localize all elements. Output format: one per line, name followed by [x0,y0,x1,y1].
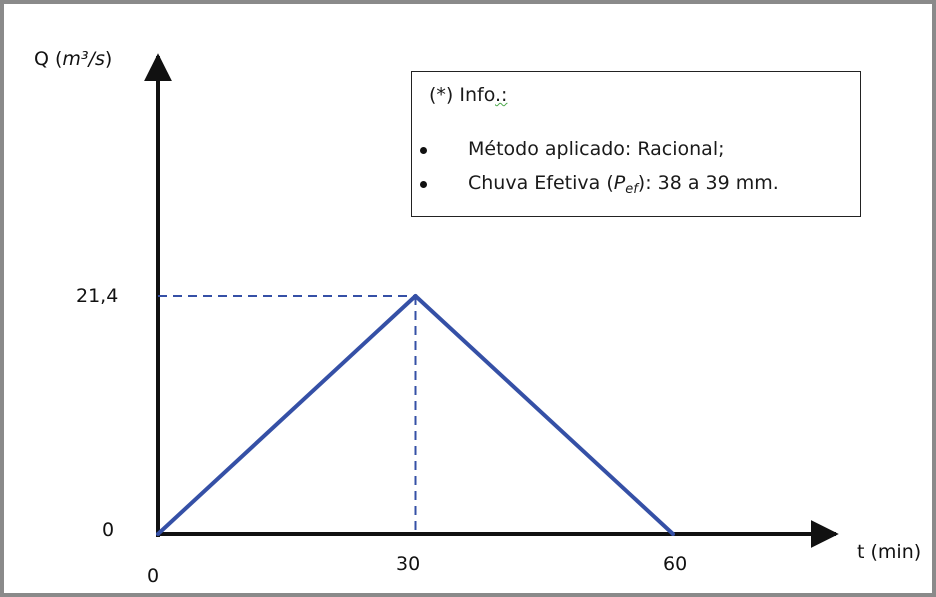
info-title: (*) Info.: [429,84,508,106]
hydrograph-chart [144,53,839,548]
x-tick-label-60: 60 [663,553,688,575]
info-item-method: Método aplicado: Racional; [420,138,779,172]
x-tick-label-30: 30 [396,553,421,575]
info-list: Método aplicado: Racional; Chuva Efetiva… [420,138,779,206]
y-tick-label-zero: 0 [102,519,115,541]
data-point-1 [413,294,418,298]
data-point-2 [671,532,675,536]
info-item-rainfall: Chuva Efetiva (Pef): 38 a 39 mm. [420,172,779,206]
info-box: (*) Info.: Método aplicado: Racional; Ch… [411,71,861,217]
data-points [156,294,675,536]
data-point-0 [156,532,160,536]
y-axis-label: Q (m³/s) [34,48,113,70]
chart-frame: Q (m³/s) t (min) 21,4 0 0 30 60 (*) Info… [4,4,932,593]
y-tick-label-peak: 21,4 [76,285,119,307]
x-tick-label-0: 0 [147,565,160,587]
x-axis-label: t (min) [857,541,922,563]
